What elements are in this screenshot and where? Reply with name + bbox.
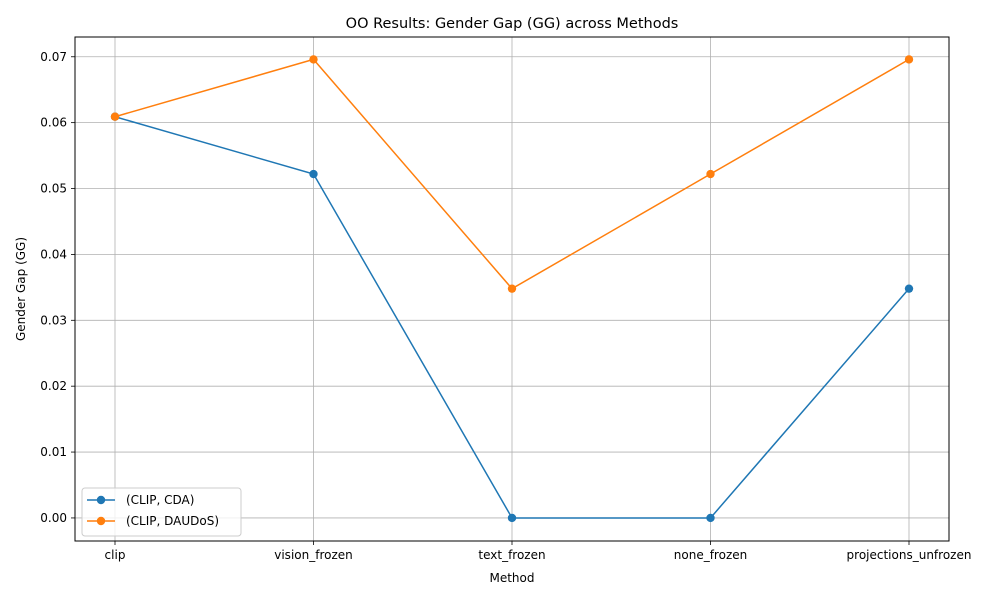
data-point — [507, 513, 517, 523]
y-tick-label: 0.00 — [40, 511, 67, 525]
legend-box — [81, 487, 242, 537]
y-axis-ticks: 0.00 0.01 0.02 0.03 0.04 0.05 0.06 0.07 — [40, 50, 75, 525]
data-point — [507, 284, 517, 293]
x-axis-ticks: clip vision_frozen text_frozen none_frozen p… — [105, 541, 972, 562]
legend-marker — [96, 516, 106, 526]
y-axis-label: Gender Gap (GG) — [14, 237, 28, 341]
y-tick-label: 0.02 — [40, 379, 67, 393]
data-point — [706, 513, 715, 523]
x-tick-label: none_frozen — [674, 548, 747, 562]
y-tick-label: 0.05 — [40, 182, 67, 196]
legend-label: (CLIP, CDA) — [126, 493, 194, 507]
data-point — [904, 55, 914, 64]
data-point — [706, 169, 715, 179]
data-point — [309, 55, 318, 64]
x-axis-label: Method — [489, 571, 534, 585]
y-tick-label: 0.04 — [40, 247, 67, 261]
series-2 — [110, 55, 914, 293]
series-layer — [110, 55, 914, 523]
y-tick-label: 0.01 — [40, 445, 67, 459]
x-tick-label: clip — [105, 548, 126, 562]
y-tick-label: 0.03 — [40, 313, 67, 327]
x-tick-label: projections_unfrozen — [847, 548, 972, 562]
legend-item: (CLIP, DAUDoS) — [87, 514, 219, 528]
data-point — [309, 169, 318, 179]
legend-item: (CLIP, CDA) — [87, 493, 194, 507]
y-tick-label: 0.06 — [40, 116, 67, 130]
x-tick-label: vision_frozen — [274, 548, 353, 562]
chart-title: OO Results: Gender Gap (GG) across Metho… — [346, 16, 679, 32]
y-tick-label: 0.07 — [40, 50, 67, 64]
legend-marker — [96, 495, 106, 505]
legend: (CLIP, CDA) (CLIP, DAUDoS) — [81, 487, 242, 537]
x-tick-label: text_frozen — [478, 548, 545, 562]
data-point — [904, 284, 914, 293]
legend-label: (CLIP, DAUDoS) — [126, 514, 219, 528]
data-point — [110, 112, 120, 121]
